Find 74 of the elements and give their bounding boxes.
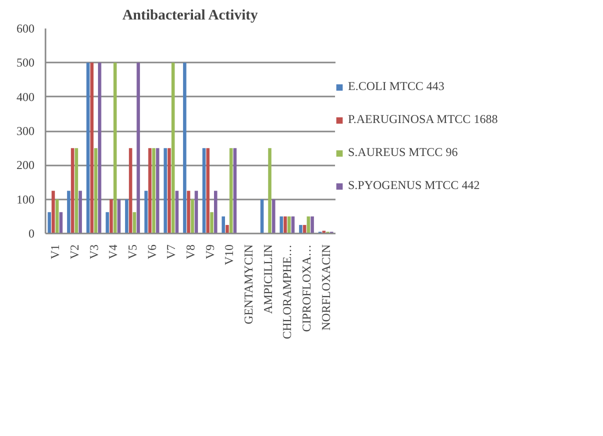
legend-label: S.AUREUS MTCC 96: [348, 145, 458, 160]
bar: [136, 62, 140, 234]
bar: [272, 199, 276, 234]
bar: [90, 62, 94, 234]
x-tick-label: V5: [126, 244, 140, 260]
bar: [202, 148, 206, 234]
bar: [310, 216, 314, 234]
bar: [52, 190, 55, 234]
bar: [48, 212, 52, 234]
y-tick-label: 0: [28, 226, 34, 240]
bar: [144, 190, 148, 234]
x-tick-label: V9: [202, 244, 217, 260]
bar: [78, 190, 82, 234]
bar: [98, 62, 102, 234]
x-tick-label: V10: [222, 244, 236, 266]
x-tick-label: GENTAMYCIN: [242, 244, 256, 324]
bar: [168, 148, 171, 234]
bar: [226, 224, 229, 234]
x-tick-label: V7: [164, 244, 178, 260]
bar: [164, 148, 168, 234]
x-tick-label: CIPROFLOXA…: [300, 244, 314, 332]
bar: [194, 190, 198, 234]
y-tick-label: 600: [16, 22, 34, 36]
bar: [175, 190, 179, 234]
bar: [222, 216, 226, 234]
x-tick-label: V8: [184, 244, 198, 260]
legend-label: S.PYOGENUS MTCC 442: [348, 178, 480, 193]
bar: [67, 190, 70, 234]
chart-title: Antibacterial Activity: [122, 8, 259, 24]
y-tick-label: 500: [16, 56, 34, 70]
x-tick-label: V4: [106, 244, 120, 260]
bar: [55, 199, 59, 234]
bar: [280, 216, 284, 234]
y-tick-label: 400: [16, 90, 34, 104]
bar: [113, 62, 117, 234]
x-tick-label: CHLORAMPHE…: [280, 244, 294, 340]
x-tick-label: V3: [86, 244, 101, 260]
bar: [156, 148, 160, 234]
bar: [70, 148, 74, 234]
bar: [110, 199, 113, 234]
bar: [260, 199, 264, 234]
bar: [59, 212, 63, 234]
bar: [183, 62, 186, 234]
bar: [106, 212, 110, 234]
bar: [128, 148, 132, 234]
y-tick-label: 100: [16, 192, 34, 206]
x-tick-label: V6: [144, 244, 159, 260]
legend-label: P.AERUGINOSA MTCC 1688: [348, 112, 498, 127]
legend-label: E.COLI MTCC 443: [348, 79, 444, 94]
bar: [268, 148, 272, 234]
bar: [74, 148, 78, 234]
y-tick-label: 200: [16, 158, 34, 172]
bar: [190, 199, 194, 234]
bar: [125, 199, 128, 234]
bar: [117, 199, 121, 234]
bar: [152, 148, 156, 234]
bar: [186, 190, 190, 234]
bar: [148, 148, 152, 234]
bar: [171, 62, 175, 234]
x-tick-label: V1: [48, 244, 62, 260]
bar: [132, 212, 136, 234]
bar: [229, 148, 233, 234]
bar: [299, 224, 302, 234]
bar: [214, 190, 218, 234]
bar: [284, 216, 287, 234]
bar: [210, 212, 214, 234]
y-tick-label: 300: [16, 124, 34, 138]
bar: [233, 148, 237, 234]
bar: [94, 148, 98, 234]
bar: [206, 148, 210, 234]
bar: [86, 62, 90, 234]
x-tick-label: V2: [68, 244, 82, 260]
x-tick-label: NORFLOXACIN: [318, 244, 333, 331]
x-tick-label: AMPICILLIN: [260, 244, 275, 314]
